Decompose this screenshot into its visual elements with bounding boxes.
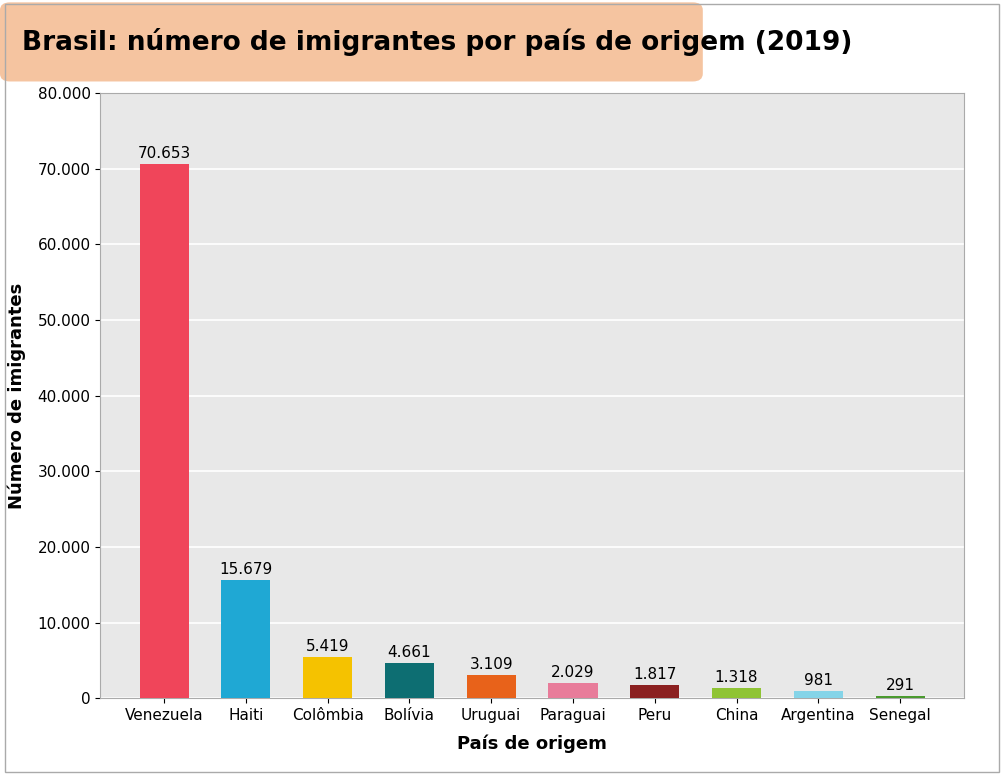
Y-axis label: Número de imigrantes: Número de imigrantes <box>8 282 26 509</box>
Bar <box>384 663 433 698</box>
Bar <box>139 164 189 698</box>
Bar <box>630 684 679 698</box>
Bar <box>548 683 597 698</box>
Text: Brasil: número de imigrantes por país de origem (2019): Brasil: número de imigrantes por país de… <box>22 28 852 56</box>
Bar <box>793 691 842 698</box>
Text: 15.679: 15.679 <box>219 562 272 577</box>
Text: 1.318: 1.318 <box>714 670 757 685</box>
Text: 1.817: 1.817 <box>633 667 676 681</box>
X-axis label: País de origem: País de origem <box>456 734 607 753</box>
Bar <box>222 580 270 698</box>
Bar <box>875 696 924 698</box>
Text: 291: 291 <box>885 678 914 693</box>
Text: 70.653: 70.653 <box>137 146 191 161</box>
Text: 3.109: 3.109 <box>469 656 513 672</box>
Text: 981: 981 <box>803 673 831 688</box>
Text: 2.029: 2.029 <box>551 665 594 680</box>
Bar <box>711 688 760 698</box>
Bar <box>466 675 516 698</box>
Text: 4.661: 4.661 <box>387 645 431 660</box>
Bar <box>303 657 352 698</box>
Text: 5.419: 5.419 <box>306 639 349 654</box>
